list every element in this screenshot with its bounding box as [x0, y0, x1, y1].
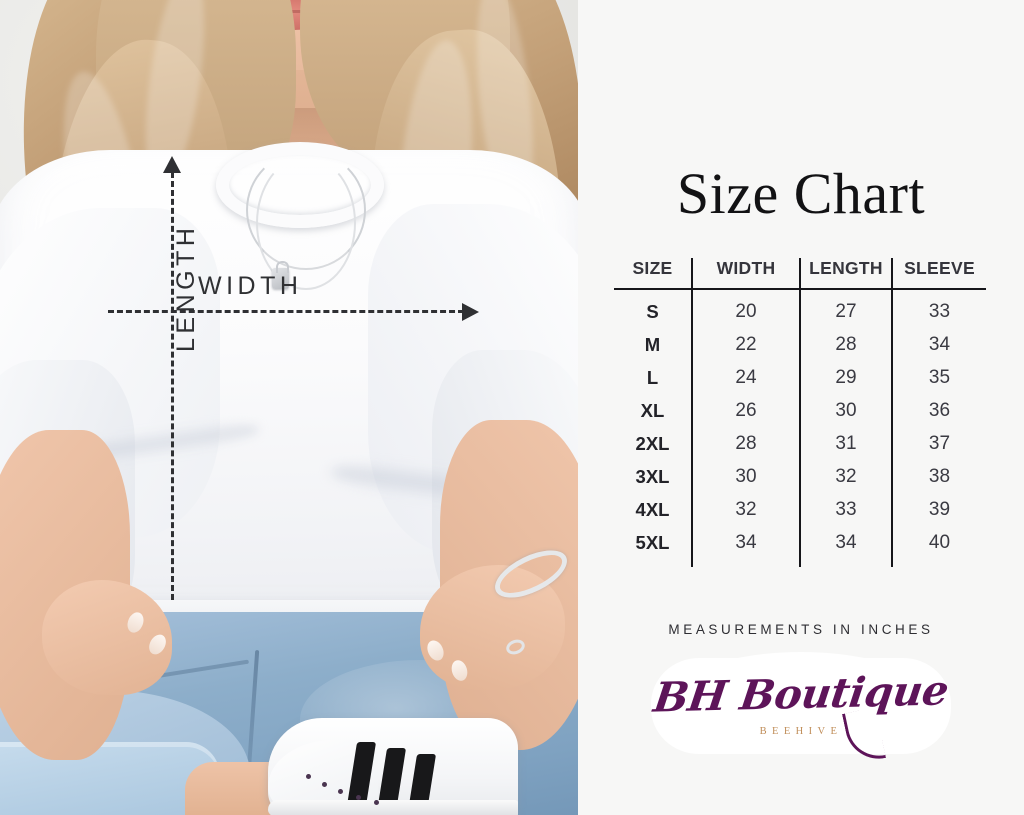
- cell-length: 34: [799, 526, 892, 567]
- cell-length: 28: [799, 328, 892, 362]
- sneaker-eyelet-5: [374, 800, 379, 805]
- product-photo-panel: WIDTH LENGTH: [0, 0, 578, 815]
- cell-size: L: [646, 367, 659, 388]
- cell-length: 32: [799, 460, 892, 494]
- size-table-wrapper: SIZE WIDTH LENGTH SLEEVE S 20 27 33 M: [614, 258, 986, 567]
- cell-size: 4XL: [635, 499, 670, 520]
- cell-width: 26: [691, 394, 800, 428]
- column-header-length: LENGTH: [799, 258, 892, 290]
- table-row: XL 26 30 36: [614, 394, 986, 428]
- cell-width: 30: [691, 460, 800, 494]
- cell-sleeve: 36: [891, 394, 986, 428]
- length-arrow-icon: [163, 156, 181, 173]
- size-chart-panel: Size Chart SIZE WIDTH LENGTH SLEEVE S: [578, 0, 1024, 815]
- cell-sleeve: 39: [891, 493, 986, 527]
- cell-width: 34: [691, 526, 800, 567]
- cell-length: 27: [799, 289, 892, 329]
- model-hand-right: [420, 565, 565, 690]
- column-header-sleeve: SLEEVE: [891, 258, 986, 290]
- page-title: Size Chart: [676, 161, 926, 226]
- cell-sleeve: 33: [891, 289, 986, 329]
- table-row: M 22 28 34: [614, 328, 986, 362]
- logo-wordmark: BH Boutique: [650, 666, 952, 722]
- cell-width: 24: [691, 361, 800, 395]
- cell-width: 20: [691, 289, 800, 329]
- cell-size: 3XL: [635, 466, 670, 487]
- brand-logo: BH Boutique BEEHIVE: [651, 652, 951, 765]
- cell-sleeve: 40: [891, 526, 986, 567]
- cell-width: 28: [691, 427, 800, 461]
- width-label: WIDTH: [198, 272, 303, 300]
- length-label: LENGTH: [172, 223, 200, 352]
- table-row: L 24 29 35: [614, 361, 986, 395]
- cell-size: XL: [640, 400, 665, 421]
- model-hand-left: [42, 580, 172, 695]
- cell-sleeve: 38: [891, 460, 986, 494]
- sneaker-eyelet-3: [338, 789, 343, 794]
- table-row: S 20 27 33: [614, 289, 986, 329]
- table-row: 5XL 34 34 40: [614, 526, 986, 567]
- size-table: SIZE WIDTH LENGTH SLEEVE S 20 27 33 M: [614, 258, 986, 567]
- logo-subtitle: BEEHIVE: [759, 726, 843, 737]
- column-header-width: WIDTH: [691, 258, 800, 290]
- width-arrow-icon: [462, 303, 479, 321]
- sneaker-sole: [268, 800, 518, 815]
- cell-length: 29: [799, 361, 892, 395]
- cell-width: 32: [691, 493, 800, 527]
- cell-sleeve: 35: [891, 361, 986, 395]
- measurements-note: MEASUREMENTS IN INCHES: [668, 622, 934, 637]
- cell-length: 31: [799, 427, 892, 461]
- cell-sleeve: 34: [891, 328, 986, 362]
- cell-sleeve: 37: [891, 427, 986, 461]
- sneaker-eyelet-1: [306, 774, 311, 779]
- cell-size: S: [646, 301, 659, 322]
- width-guide-line: [108, 310, 464, 313]
- cell-length: 33: [799, 493, 892, 527]
- model-lip-line: [256, 10, 332, 13]
- table-header-row: SIZE WIDTH LENGTH SLEEVE: [614, 258, 986, 290]
- necklace-chain-inner: [256, 156, 356, 290]
- column-header-size: SIZE: [614, 258, 692, 290]
- length-guide-line: [171, 172, 174, 600]
- cell-size: 5XL: [635, 532, 670, 553]
- sneaker-eyelet-2: [322, 782, 327, 787]
- sneaker-eyelet-4: [356, 795, 361, 800]
- table-row: 4XL 32 33 39: [614, 493, 986, 527]
- logo-background-blob-2: [673, 652, 929, 752]
- cell-width: 22: [691, 328, 800, 362]
- cell-size: 2XL: [635, 433, 670, 454]
- cell-length: 30: [799, 394, 892, 428]
- table-row: 3XL 30 32 38: [614, 460, 986, 494]
- table-row: 2XL 28 31 37: [614, 427, 986, 461]
- cell-size: M: [644, 334, 661, 355]
- lock-pendant-icon: [272, 261, 289, 289]
